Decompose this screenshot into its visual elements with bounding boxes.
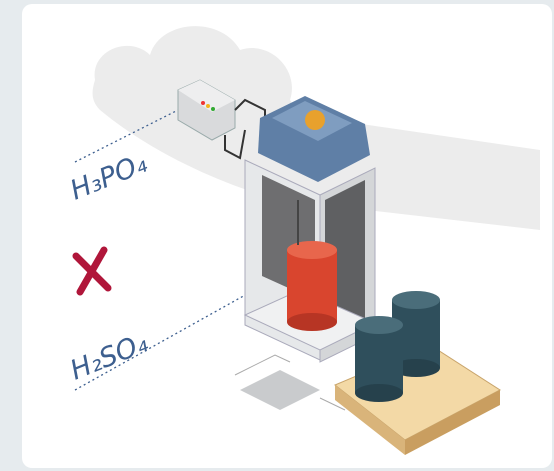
dark-drum [355, 316, 403, 334]
dark-drum [392, 291, 440, 309]
led [206, 104, 210, 108]
beacon [305, 110, 325, 130]
red-drum [287, 250, 337, 322]
dark-drum [355, 384, 403, 402]
illustration: H₃PO₄ H₂SO₄ [0, 0, 554, 471]
red-drum [287, 313, 337, 331]
red-drum [287, 241, 337, 259]
led [211, 107, 215, 111]
led [201, 101, 205, 105]
dark-drum [355, 325, 403, 393]
